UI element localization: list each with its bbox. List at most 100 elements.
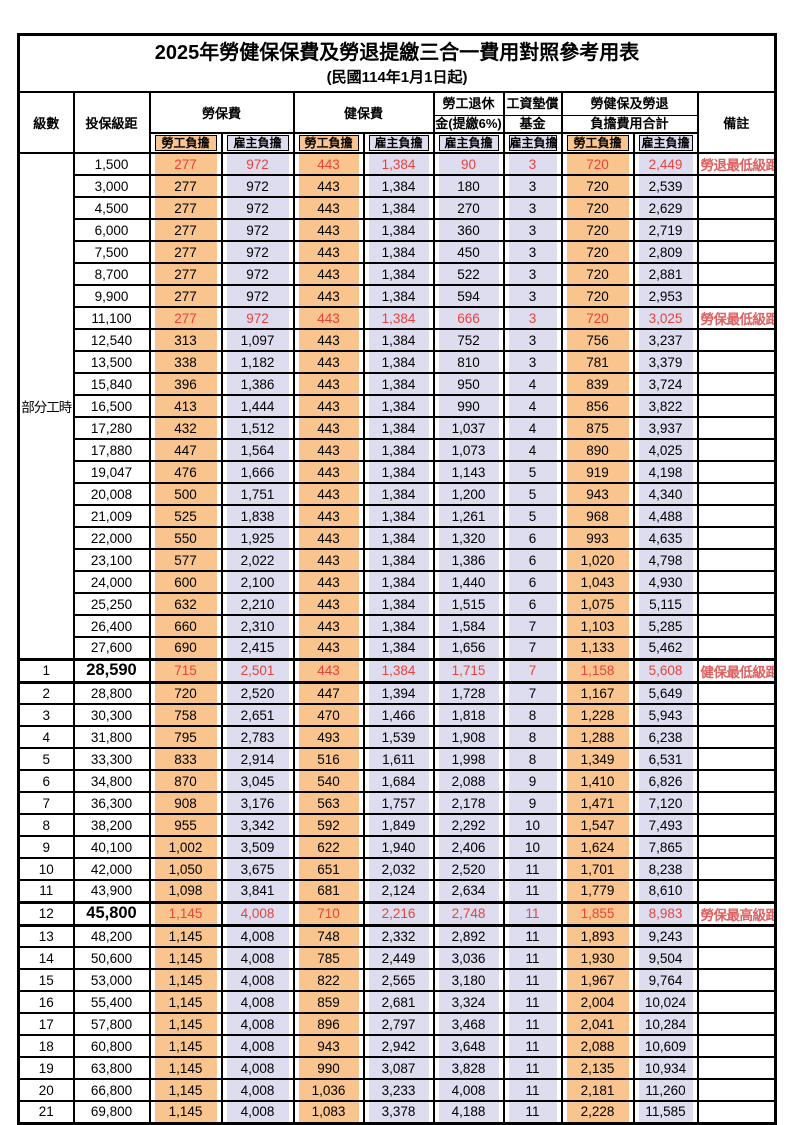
health-employer-cell: 2,032 xyxy=(362,857,435,881)
wage-fund-employer-cell: 3 xyxy=(502,284,563,308)
col-header-health-fee: 健保費 xyxy=(292,91,435,134)
total-employer-cell: 5,462 xyxy=(632,636,699,660)
wage-fund-employer-cell: 7 xyxy=(502,681,563,705)
total-employee-cell: 1,228 xyxy=(560,703,635,727)
pension-employer-cell: 1,515 xyxy=(432,592,505,616)
table-body: 部分工時 1,500 277 972 443 1,384 90 3 720 2,449 勞退最低級距… xyxy=(17,152,777,1124)
health-employer-cell: 1,611 xyxy=(362,747,435,771)
health-employer-cell: 1,384 xyxy=(362,636,435,660)
labor-employer-cell: 1,097 xyxy=(220,328,295,352)
total-employee-cell: 2,041 xyxy=(560,1012,635,1036)
total-employer-cell: 5,285 xyxy=(632,614,699,638)
health-employer-cell: 1,384 xyxy=(362,152,435,176)
total-employee-cell: 720 xyxy=(560,240,635,264)
wage-fund-employer-cell: 11 xyxy=(502,968,563,992)
wage-fund-employer-cell: 3 xyxy=(502,218,563,242)
note-cell: 勞保最高級距 xyxy=(696,900,777,927)
pension-employer-cell: 2,406 xyxy=(432,835,505,859)
pension-employer-cell: 3,180 xyxy=(432,968,505,992)
pension-employer-cell: 1,073 xyxy=(432,438,505,462)
total-employer-cell: 6,238 xyxy=(632,725,699,749)
pension-employer-cell: 270 xyxy=(432,196,505,220)
level-cell: 13 xyxy=(17,924,75,948)
pension-employer-cell: 594 xyxy=(432,284,505,308)
total-employer-cell: 3,025 xyxy=(632,306,699,330)
level-cell: 2 xyxy=(17,681,75,705)
bracket-cell: 24,000 xyxy=(72,570,151,594)
labor-employee-cell: 577 xyxy=(148,548,223,572)
labor-employer-cell: 972 xyxy=(220,284,295,308)
total-employee-cell: 1,167 xyxy=(560,681,635,705)
table-row: 9 40,100 1,002 3,509 622 1,940 2,406 10 1,624 7,8… xyxy=(17,835,777,859)
health-employer-cell: 1,940 xyxy=(362,835,435,859)
note-cell xyxy=(696,262,777,286)
pension-employer-cell: 4,188 xyxy=(432,1100,505,1124)
level-cell: 11 xyxy=(17,879,75,903)
labor-employee-cell: 1,145 xyxy=(148,924,223,948)
labor-employer-cell: 4,008 xyxy=(220,900,295,927)
bracket-cell: 11,100 xyxy=(72,306,151,330)
health-employee-cell: 443 xyxy=(292,262,365,286)
col-header-total-1: 勞健保及勞退 xyxy=(560,91,699,116)
labor-employer-cell: 3,045 xyxy=(220,769,295,793)
table-row: 22,000 550 1,925 443 1,384 1,320 6 993 4,635 xyxy=(19,526,777,550)
bracket-cell: 34,800 xyxy=(72,769,151,793)
total-employer-cell: 9,243 xyxy=(632,924,699,948)
labor-employee-cell: 1,145 xyxy=(148,900,223,927)
pension-employer-cell: 3,648 xyxy=(432,1034,505,1058)
note-cell xyxy=(696,1034,777,1058)
health-employee-cell: 443 xyxy=(292,218,365,242)
total-employer-cell: 11,260 xyxy=(632,1078,699,1102)
total-employee-cell: 2,181 xyxy=(560,1078,635,1102)
health-employer-cell: 1,384 xyxy=(362,350,435,374)
bracket-cell: 22,000 xyxy=(72,526,151,550)
labor-employee-cell: 432 xyxy=(148,416,223,440)
total-employee-cell: 1,103 xyxy=(560,614,635,638)
health-employee-cell: 710 xyxy=(292,900,365,927)
labor-employer-cell: 2,783 xyxy=(220,725,295,749)
total-employee-cell: 1,547 xyxy=(560,813,635,837)
labor-employer-cell: 4,008 xyxy=(220,1012,295,1036)
wage-fund-employer-cell: 5 xyxy=(502,482,563,506)
level-cell: 20 xyxy=(17,1078,75,1102)
labor-employee-cell: 715 xyxy=(148,657,223,684)
health-employee-cell: 443 xyxy=(292,152,365,176)
total-employee-cell: 756 xyxy=(560,328,635,352)
health-employee-cell: 443 xyxy=(292,548,365,572)
labor-employer-cell: 3,176 xyxy=(220,791,295,815)
subheader-wage-fund-employer: 雇主負擔 xyxy=(502,132,563,154)
pension-employer-cell: 752 xyxy=(432,328,505,352)
bracket-cell: 15,840 xyxy=(72,372,151,396)
health-employee-cell: 785 xyxy=(292,946,365,970)
health-employee-cell: 681 xyxy=(292,879,365,903)
labor-employer-cell: 4,008 xyxy=(220,1056,295,1080)
wage-fund-employer-cell: 3 xyxy=(502,328,563,352)
table-row: 7,500 277 972 443 1,384 450 3 720 2,809 xyxy=(19,240,777,264)
level-group-part-time: 部分工時 xyxy=(17,152,75,660)
labor-employee-cell: 396 xyxy=(148,372,223,396)
labor-employer-cell: 4,008 xyxy=(220,924,295,948)
labor-employee-cell: 1,145 xyxy=(148,968,223,992)
table-row: 6 34,800 870 3,045 540 1,684 2,088 9 1,410 6,826 xyxy=(17,769,777,793)
pension-employer-cell: 360 xyxy=(432,218,505,242)
labor-employer-cell: 1,751 xyxy=(220,482,295,506)
health-employer-cell: 1,384 xyxy=(362,504,435,528)
health-employer-cell: 1,384 xyxy=(362,482,435,506)
wage-fund-employer-cell: 6 xyxy=(502,592,563,616)
labor-employee-cell: 525 xyxy=(148,504,223,528)
page-title: 2025年勞健保保費及勞退提繳三合一費用對照參考用表 xyxy=(154,42,640,64)
health-employer-cell: 2,216 xyxy=(362,900,435,927)
labor-employee-cell: 277 xyxy=(148,196,223,220)
level-cell: 8 xyxy=(17,813,75,837)
note-cell xyxy=(696,592,777,616)
level-cell: 18 xyxy=(17,1034,75,1058)
table-row: 7 36,300 908 3,176 563 1,757 2,178 9 1,471 7,120 xyxy=(17,791,777,815)
note-cell xyxy=(696,725,777,749)
health-employer-cell: 2,797 xyxy=(362,1012,435,1036)
health-employee-cell: 443 xyxy=(292,570,365,594)
table-row: 9,900 277 972 443 1,384 594 3 720 2,953 xyxy=(19,284,777,308)
health-employee-cell: 1,036 xyxy=(292,1078,365,1102)
labor-employee-cell: 447 xyxy=(148,438,223,462)
table-row: 6,000 277 972 443 1,384 360 3 720 2,719 xyxy=(19,218,777,242)
health-employee-cell: 470 xyxy=(292,703,365,727)
